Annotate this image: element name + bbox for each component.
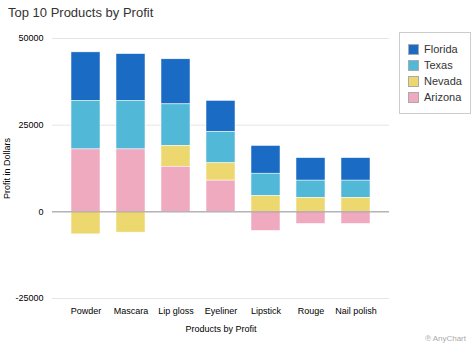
svg-text:50000: 50000 bbox=[18, 33, 43, 43]
svg-text:Products by Profit: Products by Profit bbox=[185, 324, 257, 334]
svg-text:Eyeliner: Eyeliner bbox=[205, 306, 238, 316]
svg-text:Powder: Powder bbox=[71, 306, 102, 316]
svg-text:Profit in Dollars: Profit in Dollars bbox=[2, 137, 12, 199]
svg-text:Mascara: Mascara bbox=[114, 306, 149, 316]
html-text:Top 10 Products by Profit: Top 10 Products by Profit bbox=[8, 5, 154, 20]
svg-text:0: 0 bbox=[38, 207, 43, 217]
html-text:℗ AnyChart: ℗ AnyChart bbox=[425, 334, 466, 343]
svg-text:Lip gloss: Lip gloss bbox=[158, 306, 194, 316]
svg-text:Nail polish: Nail polish bbox=[335, 306, 377, 316]
html-text:Arizona: Arizona bbox=[424, 91, 462, 103]
html-text:Texas: Texas bbox=[424, 59, 453, 71]
svg-text:25000: 25000 bbox=[18, 120, 43, 130]
html-text:Nevada: Nevada bbox=[424, 75, 462, 87]
svg-text:Rouge: Rouge bbox=[298, 306, 325, 316]
html-text:Florida: Florida bbox=[424, 43, 458, 55]
svg-text:Lipstick: Lipstick bbox=[251, 306, 282, 316]
svg-text:-25000: -25000 bbox=[15, 293, 43, 303]
